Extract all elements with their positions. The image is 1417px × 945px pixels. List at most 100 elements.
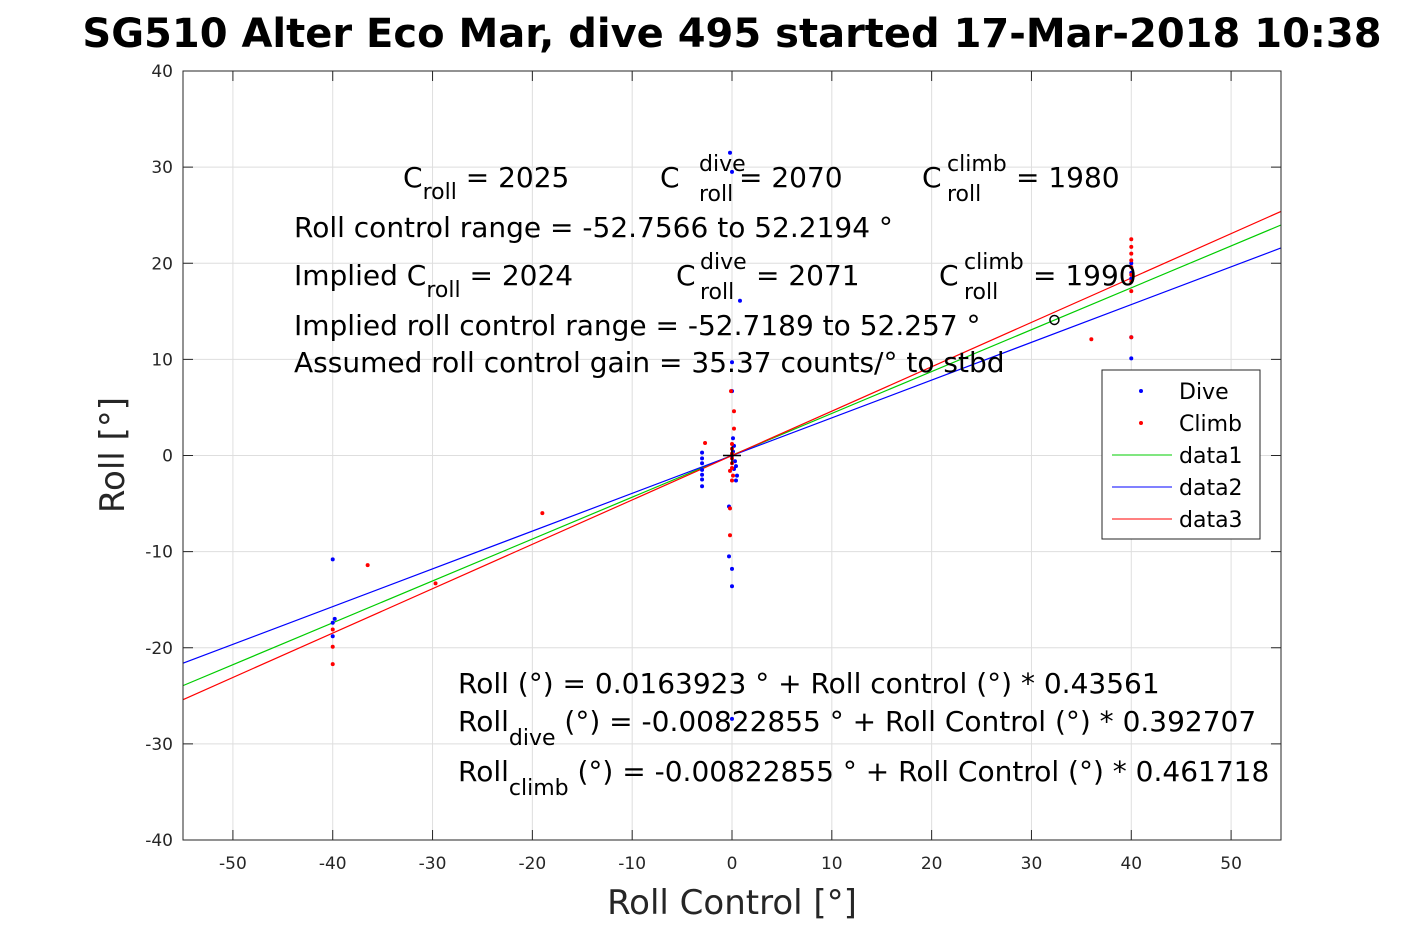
implied-c-roll-subscript: roll — [426, 278, 460, 303]
implied-c-roll-climb-value: = 1990 — [1033, 259, 1137, 292]
climb-point — [1129, 279, 1134, 284]
implied-c-roll-dive-superscript: dive — [700, 250, 747, 275]
legend-data2-label: data2 — [1179, 476, 1243, 501]
y-axis-label: Roll [°] — [93, 397, 133, 513]
dive-point — [730, 584, 734, 589]
fit-climb-subscript: climb — [509, 776, 569, 801]
x-tick-label: 10 — [821, 854, 843, 874]
y-tick-label: -10 — [145, 543, 173, 563]
x-tick-label: 0 — [727, 854, 738, 874]
climb-point — [1129, 272, 1134, 277]
dive-point — [733, 464, 738, 469]
dive-point — [330, 557, 335, 562]
climb-point — [1129, 335, 1134, 340]
climb-point — [433, 581, 438, 586]
x-tick-label: 40 — [1120, 854, 1142, 874]
fit-equation-climb: Rollclimb (°) = -0.00822855 ° + Roll Con… — [458, 755, 1269, 801]
y-tick-label: 30 — [151, 158, 173, 178]
dive-point — [732, 459, 737, 464]
x-tick-label: -50 — [219, 854, 247, 874]
climb-point — [728, 533, 733, 538]
dive-point — [700, 456, 705, 461]
y-tick-label: 20 — [151, 254, 173, 274]
climb-point — [729, 389, 734, 394]
y-tick-label: -20 — [145, 639, 173, 659]
dive-point — [700, 472, 705, 477]
climb-point — [330, 662, 335, 667]
climb-point — [730, 478, 734, 483]
dive-point — [700, 461, 705, 466]
dive-point — [1129, 276, 1134, 281]
x-tick-label: -20 — [518, 854, 546, 874]
climb-point — [1089, 337, 1094, 342]
c-roll-climb-symbol: C — [922, 161, 942, 194]
chart-title: SG510 Alter Eco Mar, dive 495 started 17… — [82, 11, 1381, 57]
climb-point — [330, 644, 335, 649]
dive-point — [730, 716, 734, 721]
fit-equation-dive: Rolldive (°) = -0.00822855 ° + Roll Cont… — [458, 705, 1256, 751]
x-tick-label: 50 — [1220, 854, 1242, 874]
implied-c-roll-dive-value: = 2071 — [756, 259, 860, 292]
dive-point — [730, 566, 734, 571]
y-tick-label: -40 — [145, 831, 173, 851]
c-roll-symbol: C — [403, 161, 423, 194]
climb-point — [730, 473, 735, 478]
x-tick-label: -30 — [419, 854, 447, 874]
data-points — [330, 150, 1134, 721]
climb-point — [730, 441, 734, 446]
dive-point — [730, 436, 735, 441]
svg-text:Implied Croll = 2024: Implied Croll = 2024 — [294, 259, 573, 303]
x-tick-label: 30 — [1021, 854, 1043, 874]
climb-point — [728, 506, 733, 511]
fit-equation-all: Roll (°) = 0.0163923 ° + Roll control (°… — [458, 667, 1160, 700]
fit-climb-rest: (°) = -0.00822855 ° + Roll Control (°) *… — [569, 755, 1270, 788]
legend: Dive Climb data1 data2 data3 — [1101, 369, 1261, 540]
x-tick-label: -40 — [319, 854, 347, 874]
fit-dive-subscript: dive — [509, 726, 556, 751]
circle-marker — [1049, 314, 1060, 326]
y-tick-label: 0 — [162, 447, 173, 467]
c-roll-annotation: Croll = 2025 C dive roll = 2070 C climb … — [403, 152, 1120, 207]
implied-c-roll-value: = 2024 — [461, 259, 574, 292]
dive-point — [700, 450, 705, 455]
climb-point — [540, 511, 545, 516]
dive-point — [733, 478, 738, 483]
svg-text:Croll = 2025: Croll = 2025 — [403, 161, 569, 205]
legend-climb-label: Climb — [1179, 412, 1242, 437]
dive-point — [1129, 261, 1134, 266]
tick-labels: -50 -40 -30 -20 -10 0 10 20 30 40 50 -40 -30 -20 -10 0 1… — [145, 62, 1281, 874]
legend-dive-marker — [1139, 389, 1143, 393]
c-roll-dive-symbol: C — [660, 161, 680, 194]
dive-point — [700, 467, 705, 472]
climb-point — [731, 409, 736, 414]
climb-point — [330, 627, 335, 632]
y-tick-label: -30 — [145, 735, 173, 755]
fit-dive-rest: (°) = -0.00822855 ° + Roll Control (°) *… — [556, 705, 1257, 738]
c-roll-value: = 2025 — [457, 161, 570, 194]
climb-point — [1129, 244, 1134, 249]
markers — [723, 314, 1060, 465]
dive-point — [330, 634, 335, 639]
dive-point — [730, 169, 734, 174]
dive-point — [1129, 356, 1134, 361]
dive-point — [734, 473, 739, 478]
c-roll-climb-subscript: roll — [947, 182, 981, 207]
fit-climb-prefix: Roll — [458, 755, 509, 788]
dive-point — [730, 360, 734, 365]
dive-point — [728, 150, 733, 155]
dive-point — [330, 620, 335, 625]
c-roll-dive-value: = 2070 — [739, 161, 843, 194]
fit-dive-prefix: Roll — [458, 705, 509, 738]
implied-c-roll-climb-symbol: C — [939, 259, 959, 292]
dive-point — [727, 554, 732, 559]
x-tick-label: 20 — [921, 854, 943, 874]
climb-point — [1129, 265, 1134, 270]
x-axis-label: Roll Control [°] — [607, 883, 857, 923]
legend-data3-label: data3 — [1179, 508, 1243, 533]
c-roll-dive-superscript: dive — [699, 152, 746, 177]
roll-control-range: Roll control range = -52.7566 to 52.2194… — [294, 211, 893, 244]
roll-control-gain: Assumed roll control gain = 35.37 counts… — [294, 346, 1005, 379]
climb-point — [1129, 258, 1134, 263]
